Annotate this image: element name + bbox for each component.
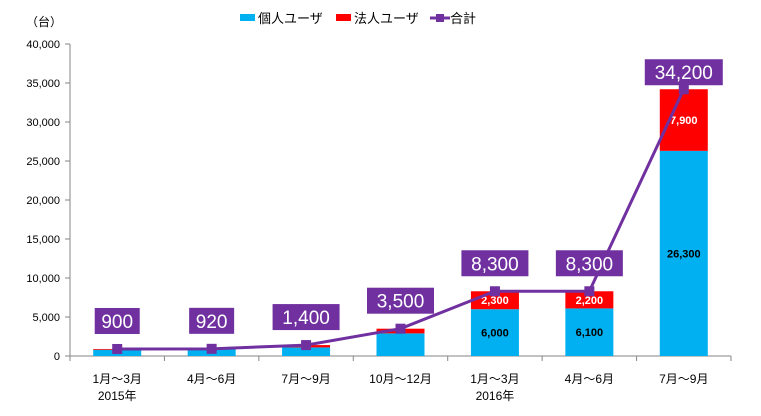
y-tick-label: 0 [54,351,60,363]
legend-label: 合計 [450,11,476,26]
y-tick-label: 15,000 [26,234,60,246]
y-tick-label: 20,000 [26,195,60,207]
y-tick-label: 10,000 [26,273,60,285]
total-label-box [461,250,529,277]
bar-individual [565,308,614,356]
y-tick-label: 35,000 [26,78,60,90]
y-tick-label: 25,000 [26,156,60,168]
total-data-label: 8,300 [566,254,614,275]
bar-corporate [565,291,614,309]
y-tick-label: 40,000 [26,39,60,51]
x-tick-label: 1月～3月 [93,372,142,386]
total-marker [206,343,217,354]
bar-data-label: 7,900 [670,115,698,127]
x-tick-label: 7月～9月 [659,372,708,386]
legend-label: 法人ユーザ [354,11,419,26]
total-label-box [189,307,235,334]
total-label-box [272,304,340,331]
total-label-box [94,307,140,334]
bar-individual [282,347,331,356]
total-marker [678,84,689,95]
legend-label: 個人ユーザ [258,11,323,26]
total-label-box [555,250,623,277]
y-unit-label: （台） [26,14,62,29]
y-tick-label: 30,000 [26,117,60,129]
total-marker [489,286,500,297]
bar-individual [659,150,708,356]
x-tick-label: 7月～9月 [281,372,330,386]
total-label-box [644,59,723,86]
x-tick-label: 4月～6月 [565,372,614,386]
total-marker [301,340,312,351]
total-data-label: 34,200 [655,63,713,84]
bar-data-label: 26,300 [667,248,701,260]
year-label: 2015年 [98,389,137,403]
bar-individual [470,309,519,356]
total-marker [395,323,406,334]
total-data-label: 920 [196,312,228,333]
total-data-label: 900 [101,312,133,333]
bar-data-label: 2,200 [576,295,604,307]
total-data-label: 1,400 [282,308,330,329]
bar-data-label: 6,100 [576,327,604,339]
legend-swatch [240,14,255,21]
y-tick-label: 5,000 [32,312,60,324]
x-tick-label: 10月～12月 [369,372,432,386]
year-label: 2016年 [476,389,515,403]
total-marker [584,286,595,297]
legend-marker [436,14,444,22]
total-marker [112,343,123,354]
bar-individual [376,333,425,356]
total-label-box [367,287,434,314]
bar-data-label: 6,000 [481,328,509,340]
bar-data-label: 2,300 [481,295,509,307]
total-data-label: 8,300 [471,254,519,275]
x-tick-label: 1月～3月 [470,372,519,386]
x-tick-label: 4月～6月 [187,372,236,386]
legend-swatch [336,14,351,21]
total-data-label: 3,500 [377,292,425,313]
